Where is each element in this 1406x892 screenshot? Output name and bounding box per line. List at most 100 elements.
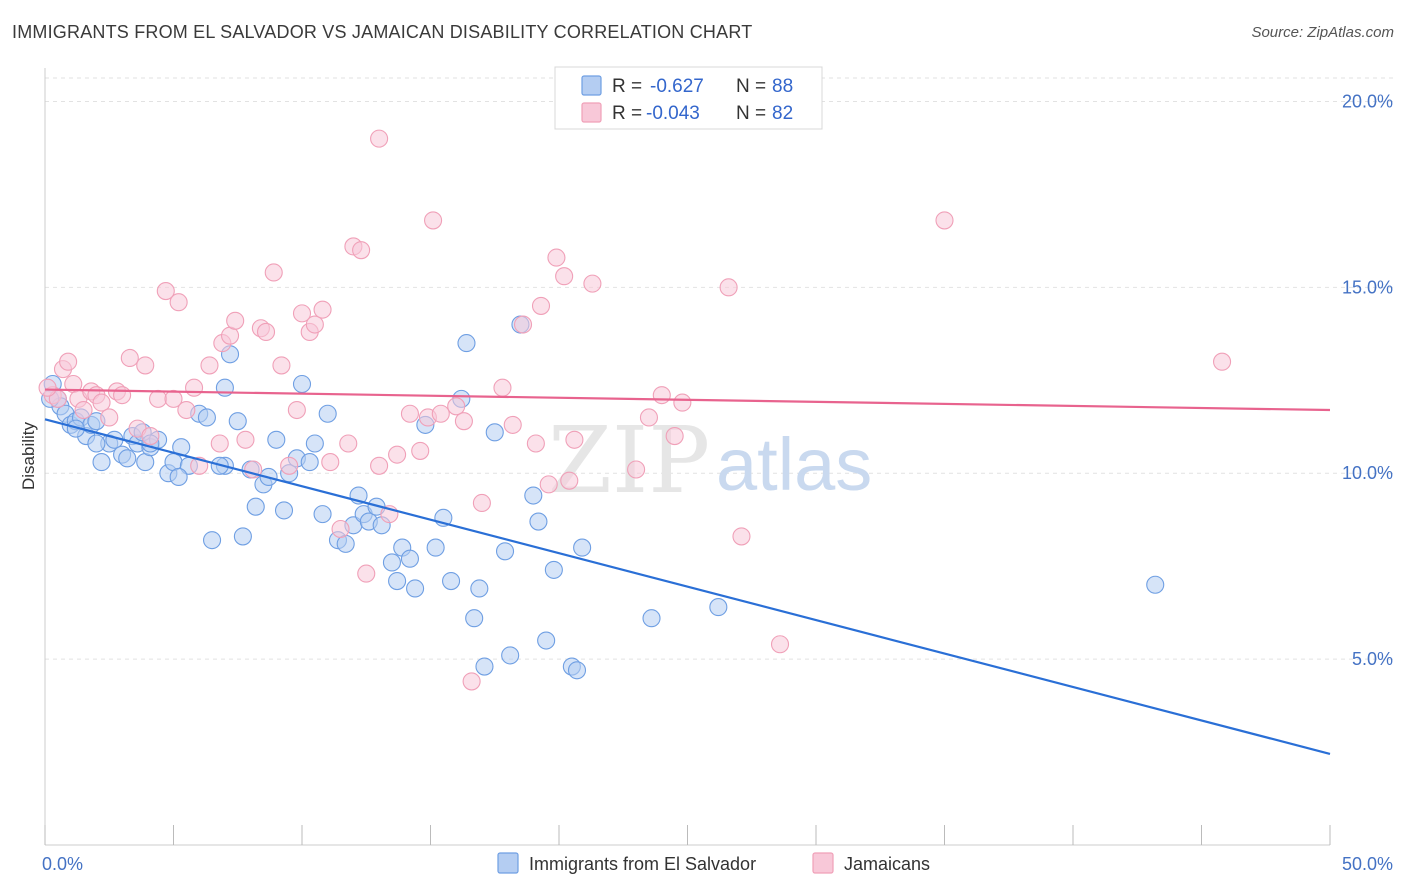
point-jamaicans: [652, 386, 671, 405]
point-jamaicans: [531, 296, 551, 315]
point-el-salvador: [709, 598, 728, 617]
trend-line-el-salvador: [44, 418, 1331, 755]
point-el-salvador: [215, 378, 234, 397]
point-jamaicans: [59, 352, 78, 371]
point-el-salvador: [292, 374, 312, 394]
point-el-salvador: [426, 538, 445, 557]
point-jamaicans: [169, 293, 188, 312]
point-el-salvador: [544, 560, 563, 579]
point-jamaicans: [513, 315, 533, 334]
point-el-salvador: [495, 542, 515, 561]
watermark-zip: ZIP: [548, 407, 710, 514]
point-el-salvador: [400, 549, 419, 568]
point-el-salvador: [524, 486, 543, 505]
point-jamaicans: [411, 441, 430, 460]
legend-swatch-el-salvador: [497, 852, 519, 874]
stats-n-value-pink: 82: [772, 103, 793, 124]
series-legend: Immigrants from El Salvador Jamaicans: [497, 852, 930, 874]
point-jamaicans: [370, 456, 389, 475]
chart-title: IMMIGRANTS FROM EL SALVADOR VS JAMAICAN …: [12, 22, 753, 42]
point-jamaicans: [1213, 352, 1232, 371]
point-el-salvador: [529, 512, 548, 531]
point-jamaicans: [313, 300, 332, 319]
data-points: [38, 129, 1232, 691]
point-jamaicans: [164, 389, 183, 408]
point-jamaicans: [547, 248, 566, 267]
axes: [44, 68, 1331, 846]
legend-swatch-jamaicans: [812, 852, 834, 874]
point-el-salvador: [318, 404, 337, 423]
point-el-salvador: [501, 646, 520, 665]
point-jamaicans: [305, 315, 324, 334]
point-el-salvador: [267, 430, 286, 449]
point-jamaicans: [113, 386, 132, 405]
point-jamaicans: [639, 408, 659, 427]
point-el-salvador: [169, 467, 188, 486]
stats-n-label-pink: N =: [736, 103, 766, 124]
point-jamaicans: [665, 427, 684, 446]
point-jamaicans: [539, 475, 558, 494]
stats-swatch-pink: [581, 102, 602, 123]
point-jamaicans: [177, 400, 196, 420]
point-jamaicans: [770, 635, 790, 654]
point-jamaicans: [493, 378, 512, 397]
point-jamaicans: [321, 453, 340, 472]
point-jamaicans: [136, 356, 155, 375]
point-jamaicans: [673, 393, 692, 412]
point-jamaicans: [388, 445, 407, 464]
point-el-salvador: [457, 334, 476, 353]
point-el-salvador: [92, 453, 111, 472]
point-el-salvador: [537, 631, 556, 650]
point-jamaicans: [331, 519, 350, 539]
chart-source: Source: ZipAtlas.com: [1251, 24, 1394, 41]
point-jamaicans: [264, 263, 283, 282]
point-el-salvador: [465, 609, 484, 628]
point-jamaicans: [370, 129, 389, 148]
point-jamaicans: [424, 211, 443, 230]
point-jamaicans: [287, 400, 306, 420]
point-jamaicans: [935, 211, 954, 230]
y-tick-label: 15.0%: [1342, 277, 1393, 297]
point-el-salvador: [305, 434, 324, 453]
stats-n-label-blue: N =: [736, 76, 766, 97]
point-el-salvador: [203, 531, 222, 550]
point-jamaicans: [100, 408, 119, 427]
trend-lines: [44, 388, 1331, 755]
point-el-salvador: [573, 538, 592, 557]
point-jamaicans: [400, 404, 419, 423]
x-tick-label: 50.0%: [1342, 854, 1393, 874]
stats-n-value-blue: 88: [772, 76, 793, 97]
point-jamaicans: [200, 356, 219, 375]
point-jamaicans: [210, 434, 229, 453]
stats-swatch-blue: [581, 75, 602, 96]
stats-r-value-pink: -0.043: [646, 103, 700, 124]
tick-labels: 5.0% 10.0% 15.0% 20.0% 0.0% 50.0%: [42, 91, 1393, 874]
point-el-salvador: [388, 571, 407, 591]
point-el-salvador: [567, 661, 587, 680]
point-jamaicans: [292, 304, 312, 323]
point-jamaicans: [120, 348, 139, 368]
point-jamaicans: [447, 397, 466, 416]
point-el-salvador: [313, 505, 332, 524]
point-el-salvador: [118, 449, 137, 468]
point-jamaicans: [503, 415, 522, 434]
y-tick-label: 5.0%: [1352, 649, 1393, 669]
stats-legend: R = -0.627 N = 88 R = -0.043 N = 82: [554, 66, 823, 130]
point-jamaicans: [526, 434, 545, 453]
point-jamaicans: [226, 311, 245, 330]
y-tick-label: 10.0%: [1342, 463, 1393, 483]
point-jamaicans: [555, 267, 574, 286]
point-jamaicans: [149, 389, 168, 408]
stats-r-value-blue: -0.627: [650, 76, 704, 97]
point-el-salvador: [274, 501, 294, 520]
point-jamaicans: [280, 456, 299, 475]
legend-label-el-salvador: Immigrants from El Salvador: [529, 854, 756, 874]
point-jamaicans: [472, 493, 491, 513]
stats-r-label-blue: R =: [612, 76, 642, 97]
watermark: ZIP atlas: [548, 407, 872, 514]
point-el-salvador: [197, 408, 216, 427]
point-jamaicans: [272, 356, 291, 375]
point-jamaicans: [565, 430, 584, 449]
point-jamaicans: [38, 378, 57, 397]
point-jamaicans: [236, 430, 255, 449]
